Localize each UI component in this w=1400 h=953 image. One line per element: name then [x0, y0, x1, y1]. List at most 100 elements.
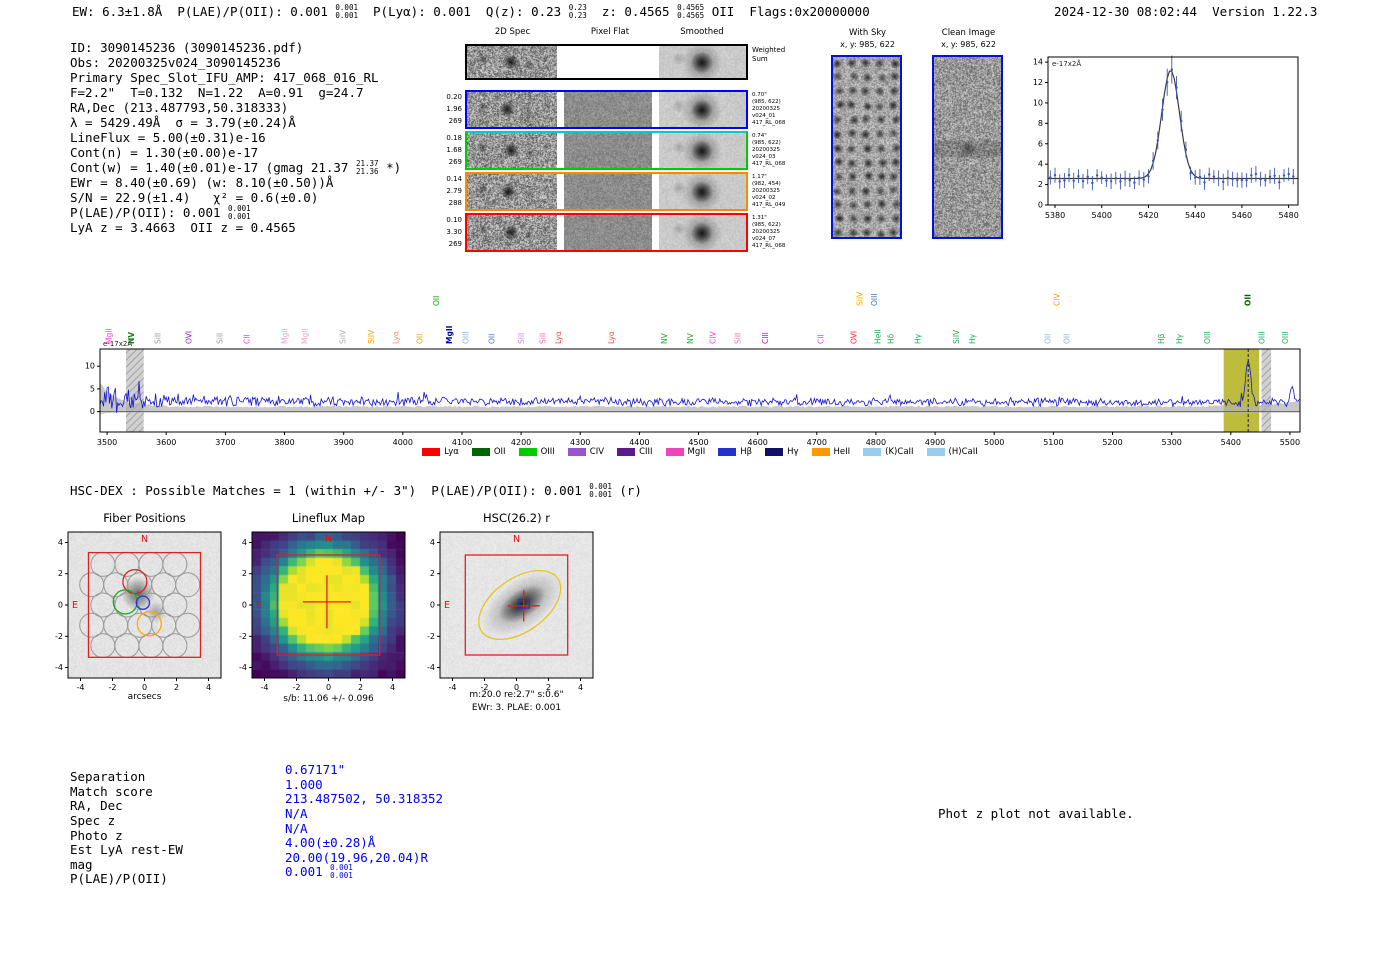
spec2d-right-label: 0.74"	[752, 133, 767, 139]
spec2d-smoothed-image	[659, 46, 746, 78]
photz-unavailable-notice: Phot z plot not available.	[938, 806, 1134, 821]
legend-swatch	[811, 448, 830, 456]
spec2d-section: Weighted Sum 0.20 1.96 269 0.70" (985, 622) 202…	[0, 0, 800, 260]
y-tick-label: 2	[242, 569, 247, 578]
data-point	[1137, 176, 1141, 179]
spectral-line-label: OII	[1243, 294, 1252, 306]
header-text: P(Lyα): 0.001 Q(z): 0.23	[357, 4, 569, 19]
info-text: RA,Dec (213.487793,50.318333)	[70, 100, 289, 115]
x-tick-label: -2	[109, 683, 117, 692]
spec2d-left-label: 269	[448, 158, 462, 166]
error-band	[100, 383, 1300, 414]
spectral-line-label: SiII	[538, 333, 547, 344]
legend-item: Lyα	[422, 447, 459, 457]
spec2d-right-label: (985, 622)	[752, 99, 781, 105]
spec2d-row-left-labels: 0.14 2.79 288	[434, 173, 462, 209]
legend-label: OIII	[540, 447, 555, 457]
match-row: Photo z N/A	[70, 821, 500, 844]
spec2d-right-label: 417_RL_049	[752, 202, 786, 208]
emission-line-fit-chart: 5380 5400 5420 5440 5460 5480 0 2 4 6 8 10 12 14 e-17x…	[1033, 55, 1299, 220]
x-tick-label: 0	[514, 683, 519, 692]
x-tick-label: 5440	[1185, 211, 1205, 220]
legend-item: CIII	[617, 447, 653, 457]
data-point	[1166, 81, 1169, 84]
x-tick-label: 4000	[393, 438, 413, 447]
match-row-label: Spec z	[70, 812, 116, 828]
data-point	[1147, 175, 1150, 178]
info-line: F=2.2" T=0.132 N=1.22 A=0.91 g=24.7	[70, 85, 401, 100]
match-row: Match score 1.000	[70, 777, 500, 800]
spec2d-right-label: 20200325	[752, 188, 780, 194]
data-point	[1156, 139, 1159, 142]
x-tick-label: 4300	[570, 438, 590, 447]
x-tick-label: 5300	[1162, 438, 1182, 447]
match-row-label: Separation	[70, 769, 146, 784]
data-point	[1133, 181, 1136, 184]
data-point	[1198, 175, 1202, 179]
spec2d-left-label: 288	[448, 199, 462, 207]
x-tick-label: 5000	[984, 438, 1004, 447]
spec2d-2d-image	[467, 46, 557, 78]
spec2d-right-label: 20200325	[752, 106, 780, 112]
spectral-line-label: HeII	[874, 329, 883, 344]
lineflux-map-cutout: -4 -4 -2 -2 0 0 2 2 4 4 N E	[222, 518, 432, 718]
legend-item: CIV	[567, 447, 604, 457]
spec2d-left-label: 3.30	[446, 228, 462, 236]
spec2d-row-left-labels: 0.18 1.68 269	[434, 132, 462, 168]
spectral-line-label: OIII	[1258, 331, 1267, 344]
spec2d-col-title-2dspec: 2D Spec	[494, 27, 531, 37]
x-tick-label: -2	[293, 683, 301, 692]
legend-item: (K)CaII	[863, 447, 914, 457]
x-tick-label: 3800	[274, 438, 294, 447]
x-tick-label: 5500	[1280, 438, 1300, 447]
match-row-value: N/A	[285, 820, 308, 836]
data-point	[1072, 179, 1075, 182]
full-spectrum-chart: 3500 3600 3700 3800 3900 4000 4100 4200 4300 4400…	[85, 291, 1301, 447]
spectral-line-label: SiIV	[367, 329, 376, 344]
spectral-line-label: Hβ	[1157, 333, 1166, 344]
y-tick-label: 4	[1038, 160, 1043, 169]
y-tick-label: 0	[1038, 201, 1043, 210]
info-fraction: 21.37 21.36	[355, 159, 379, 176]
spectral-line-label: MgII	[301, 328, 310, 344]
compass-north: N	[325, 534, 332, 545]
spec2d-left-label: 269	[448, 240, 462, 248]
legend-label: MgII	[687, 447, 706, 457]
y-tick-label: 4	[58, 538, 63, 547]
match-row: Separation 0.67171"	[70, 762, 500, 785]
spectral-line-label: NV	[127, 332, 136, 344]
header-summary: EW: 6.3±1.8Å P(LAE)/P(OII): 0.001 0.001 0…	[72, 4, 870, 20]
y-tick-label: 10	[85, 362, 95, 371]
legend-label: (H)CaII	[948, 447, 978, 457]
spec2d-left-label: 1.96	[446, 105, 462, 113]
hscdex-match-header: HSC-DEX : Possible Matches = 1 (within +…	[70, 483, 642, 499]
y-tick-label: 0	[242, 601, 247, 610]
data-point	[1273, 174, 1276, 177]
data-point	[1091, 181, 1094, 185]
x-tick-label: 4900	[925, 438, 945, 447]
data-point	[1292, 175, 1295, 178]
fiber-circle	[138, 633, 164, 659]
spectral-line-label: CIV	[1052, 293, 1061, 306]
spec2d-left-label: 0.18	[446, 134, 462, 142]
match-row: Est LyA rest-EW 4.00(±0.28)Å	[70, 835, 500, 858]
data-point	[1189, 172, 1192, 175]
match-row-value: 0.67171"	[285, 762, 346, 777]
data-point	[1245, 179, 1248, 182]
x-tick-label: 4	[206, 683, 211, 692]
spectral-line-label: OIII	[462, 331, 471, 344]
x-tick-label: 5480	[1278, 211, 1298, 220]
spec2d-right-label: (985, 622)	[752, 140, 781, 146]
header-text: EW: 6.3±1.8Å P(LAE)/P(OII): 0.001	[72, 4, 336, 19]
fiber-circle-green	[112, 589, 138, 615]
y-tick-label: 14	[1033, 58, 1043, 67]
info-text: *)	[378, 160, 402, 175]
spec2d-left-label: 269	[448, 117, 462, 125]
data-point	[1114, 177, 1117, 180]
x-tick-label: 5100	[1043, 438, 1063, 447]
data-point	[1194, 176, 1197, 179]
x-tick-label: 5200	[1102, 438, 1122, 447]
x-tick-label: -4	[261, 683, 269, 692]
data-point	[1250, 174, 1253, 177]
